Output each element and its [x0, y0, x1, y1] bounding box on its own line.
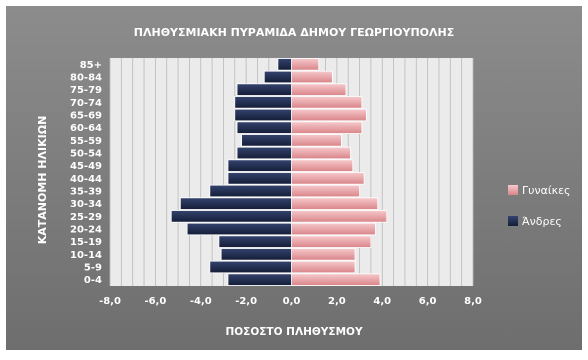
bar-men [236, 121, 292, 134]
legend: Γυναίκες Άνδρες [508, 184, 571, 228]
bar-men [241, 134, 292, 147]
legend-swatch-women [508, 185, 518, 195]
y-tick-label: 30-34 [70, 199, 102, 210]
y-tick-label: 65-69 [70, 111, 102, 122]
y-tick-label: 0-4 [84, 275, 102, 286]
y-tick-label: 10-14 [70, 250, 102, 261]
bar-women [291, 108, 367, 122]
y-tick-label: 15-19 [70, 237, 102, 248]
bar-women [291, 184, 360, 198]
bar-women [291, 70, 333, 84]
bar-men [234, 96, 292, 109]
y-tick-label: 85+ [80, 60, 102, 71]
bar-women [291, 83, 347, 96]
bar-women [291, 222, 376, 236]
x-axis-label: ΠΟΣΟΣΤΟ ΠΛΗΘΥΣΜΟΥ [225, 326, 363, 338]
legend-swatch-men [508, 216, 518, 226]
x-tick-label: -4,0 [190, 296, 212, 307]
bar-men [227, 159, 292, 172]
x-tick-label: -2,0 [235, 296, 257, 307]
y-tick-label: 40-44 [70, 174, 102, 185]
y-tick-label: 50-54 [70, 149, 102, 160]
bar-men [209, 184, 292, 198]
legend-label-women: Γυναίκες [522, 184, 571, 197]
gridlines [109, 58, 474, 286]
bar-men [277, 58, 292, 71]
x-tick-label: 8,0 [464, 296, 482, 307]
bar-men [209, 260, 292, 274]
bars [170, 58, 388, 286]
bar-men [227, 273, 292, 286]
bar-men [170, 210, 292, 223]
bar-men [227, 172, 292, 185]
y-axis-label: ΚΑΤΑΝΟΜΗ ΗΛΙΚΙΩΝ [36, 116, 49, 245]
bar-women [291, 210, 388, 223]
y-tick-label: 20-24 [70, 225, 102, 236]
y-tick-label: 55-59 [70, 136, 102, 147]
y-tick-label: 80-84 [70, 73, 102, 84]
bar-women [291, 235, 372, 248]
bar-women [291, 197, 379, 210]
bar-women [291, 146, 351, 160]
bar-women [291, 260, 356, 274]
x-tick-label: -6,0 [144, 296, 166, 307]
y-tick-label: 70-74 [70, 98, 102, 109]
x-tick-label: 2,0 [328, 296, 346, 307]
tick-labels: -8,0 -6,0 -4,0 -2,0 0,0 2,0 4,0 6,0 8,0 0-45-9 10-… [70, 60, 482, 307]
chart-title: ΠΛΗΘΥΣΜΙΑΚΗ ΠΥΡΑΜΙΔΑ ΔΗΜΟΥ ΓΕΩΡΓΙΟΥΠΟΛΗΣ [134, 26, 454, 39]
bar-women [291, 134, 342, 147]
x-tick-label: 0,0 [283, 296, 301, 307]
bar-men [218, 235, 292, 248]
y-tick-label: 45-49 [70, 161, 102, 172]
x-tick-label: 6,0 [419, 296, 437, 307]
y-tick-label: 75-79 [70, 85, 102, 96]
bar-men [234, 108, 292, 122]
bar-women [291, 273, 381, 286]
bar-men [186, 222, 292, 236]
x-tick-label: 4,0 [373, 296, 391, 307]
bar-women [291, 121, 363, 134]
y-tick-label: 60-64 [70, 123, 102, 134]
bar-men [220, 248, 292, 261]
bar-women [291, 172, 365, 185]
bar-women [291, 159, 354, 172]
y-tick-label: 25-29 [70, 212, 102, 223]
y-tick-label: 5-9 [84, 263, 102, 274]
bar-men [236, 146, 292, 160]
x-tick-label: -8,0 [99, 296, 121, 307]
bar-men [179, 197, 292, 210]
bar-women [291, 58, 320, 71]
y-tick-label: 35-39 [70, 187, 102, 198]
bar-women [291, 248, 356, 261]
bar-women [291, 96, 363, 109]
bar-men [236, 83, 292, 96]
legend-label-men: Άνδρες [522, 215, 562, 228]
bar-men [263, 70, 292, 84]
